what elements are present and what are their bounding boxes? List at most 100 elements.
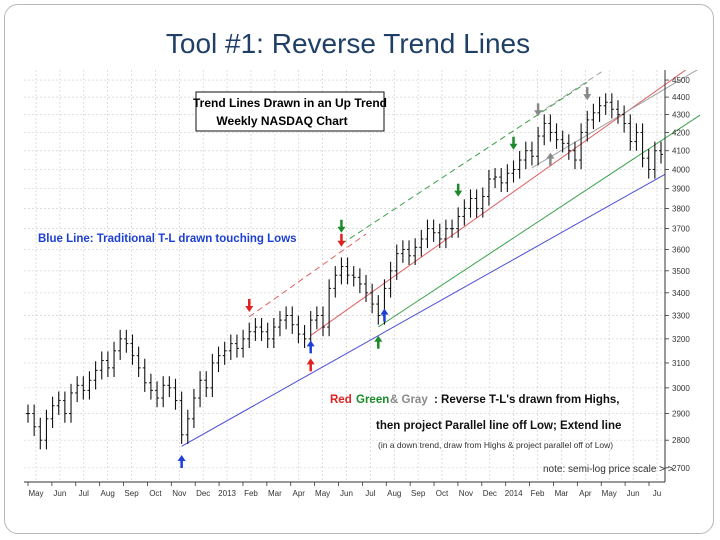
x-tick-label: Dec (196, 489, 210, 498)
x-tick-label: Apr (579, 489, 592, 498)
price-bar (75, 376, 80, 403)
price-bar (560, 130, 565, 153)
arrow-down-head (454, 190, 463, 197)
arrow-up-head (306, 358, 315, 365)
trend-lines (181, 70, 700, 447)
price-bar (456, 207, 461, 238)
price-bar (56, 391, 61, 415)
arrow-up-icon (177, 455, 186, 469)
y-tick-label: 3800 (672, 204, 690, 213)
price-bar (609, 93, 614, 119)
x-tick-label: Sep (411, 489, 426, 498)
price-bar (603, 93, 608, 115)
price-bar (32, 404, 37, 436)
x-tick-label: Jun (340, 489, 353, 498)
price-bar (572, 141, 577, 170)
price-bar (615, 100, 620, 124)
x-tick-label: Nov (172, 489, 186, 498)
price-bar (161, 376, 166, 408)
price-bar (142, 358, 147, 392)
price-bar (62, 391, 67, 423)
price-bar (628, 114, 633, 151)
x-tick-label: Oct (149, 489, 162, 498)
arrow-down-head (337, 226, 346, 233)
arrow-down-head (337, 240, 346, 247)
price-bar (480, 187, 485, 218)
price-bar (400, 240, 405, 263)
price-bar (296, 315, 301, 344)
y-tick-label: 4300 (672, 111, 690, 120)
price-bar (419, 229, 424, 257)
price-bar (622, 105, 627, 133)
price-bar (179, 391, 184, 444)
y-tick-label: 3600 (672, 245, 690, 254)
trend-line-red (310, 70, 687, 336)
price-bar (468, 189, 473, 218)
price-bar (228, 334, 233, 360)
slide-frame (4, 4, 714, 534)
price-bar (112, 341, 117, 378)
price-bar (450, 219, 455, 238)
price-bar (284, 306, 289, 330)
x-tick-label: Apr (293, 489, 306, 498)
price-bar (87, 371, 92, 400)
price-bar (339, 257, 344, 285)
price-bar (265, 322, 270, 349)
price-bar (523, 141, 528, 170)
arrow-down-icon (583, 87, 592, 101)
x-axis: May Jun Jul Aug Sep Oct Nov Dec 2013 Feb Mar Apr May… (24, 481, 665, 498)
price-bar (493, 168, 498, 189)
chart-subtitle: Weekly NASDAQ Chart (216, 114, 347, 128)
price-bar (511, 160, 516, 183)
price-bar (198, 371, 203, 408)
price-bar (333, 266, 338, 298)
arrow-down-icon (454, 183, 463, 197)
y-tick-label: 3500 (672, 267, 690, 276)
price-bar (314, 306, 319, 330)
price-bar (136, 346, 141, 378)
price-bar (241, 329, 246, 358)
price-bar (210, 353, 215, 397)
price-bar (443, 219, 448, 249)
price-bar (591, 103, 596, 130)
price-bar (640, 123, 645, 168)
y-tick-label: 3700 (672, 225, 690, 234)
price-bar (536, 126, 541, 166)
price-bar (185, 409, 190, 444)
price-bar (271, 318, 276, 349)
price-bar (597, 96, 602, 122)
price-bar (124, 329, 129, 353)
blue-line-annotation: Blue Line: Traditional T-L drawn touchin… (38, 233, 297, 245)
price-bar (320, 306, 325, 337)
price-bar (554, 123, 559, 149)
price-bar (327, 279, 332, 337)
x-tick-label: Oct (436, 489, 449, 498)
price-bar (437, 223, 442, 249)
y-tick-label: 4100 (672, 147, 690, 156)
price-bar (474, 189, 479, 218)
price-bar (253, 318, 258, 341)
y-tick-label: 2800 (672, 436, 690, 445)
price-bar (585, 110, 590, 142)
price-bar (394, 244, 399, 280)
arrow-markers (177, 87, 592, 469)
price-bar (634, 123, 639, 151)
arrow-down-icon (509, 136, 518, 150)
arrow-up-icon (306, 358, 315, 372)
price-bar (38, 417, 43, 450)
x-tick-label: Jul (79, 489, 89, 498)
price-bar (148, 373, 153, 400)
price-bar (81, 376, 86, 400)
price-bar (388, 261, 393, 298)
arrow-down-head (534, 110, 543, 117)
price-bar (364, 274, 369, 302)
price-bar (659, 141, 663, 164)
annotation-red: Red (330, 394, 352, 406)
x-tick-label: 2013 (218, 489, 236, 498)
price-bar (173, 378, 178, 410)
annotation-down-trend: (in a down trend, draw from Highs & proj… (378, 440, 613, 450)
y-tick-label: 4500 (672, 76, 690, 85)
arrow-up-head (306, 340, 315, 347)
price-bar (462, 199, 467, 226)
x-tick-label: Aug (387, 489, 401, 498)
